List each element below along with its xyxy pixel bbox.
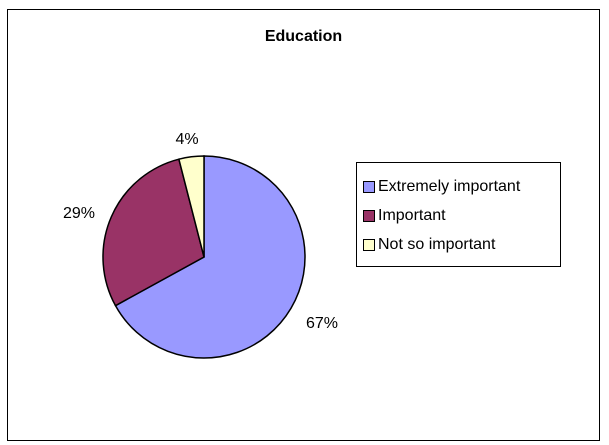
- legend-label: Important: [378, 206, 446, 224]
- legend-item-extremely-important: Extremely important: [363, 172, 560, 201]
- slice-not-so-important: [177, 155, 205, 258]
- slice-important: [102, 158, 205, 307]
- legend-swatch: [363, 180, 375, 193]
- slice-extremely-important: [114, 155, 306, 359]
- legend-item-not-so-important: Not so important: [363, 230, 560, 259]
- percent-label: 67%: [306, 315, 338, 332]
- chart-title: Education: [264, 28, 343, 45]
- legend-item-important: Important: [363, 201, 560, 230]
- legend-label: Extremely important: [378, 177, 521, 195]
- percent-label: 4%: [175, 131, 198, 148]
- legend-label: Not so important: [378, 235, 496, 253]
- legend: Extremely important Important Not so imp…: [356, 162, 561, 267]
- legend-swatch: [363, 209, 375, 222]
- percent-label: 29%: [63, 205, 95, 222]
- legend-swatch: [363, 238, 375, 251]
